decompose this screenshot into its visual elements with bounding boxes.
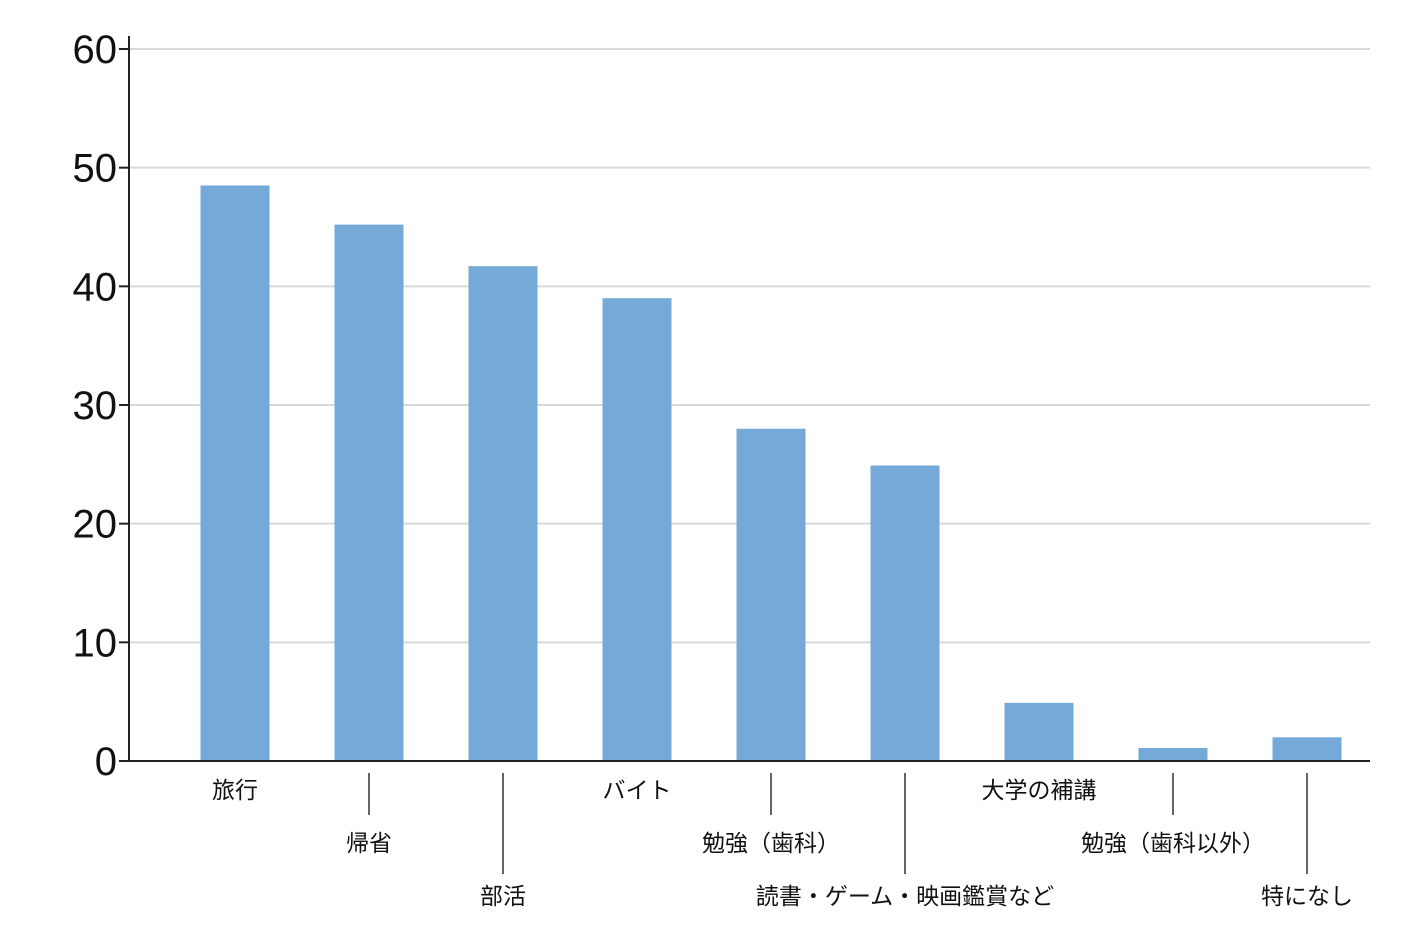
x-tick-label: 読書・ゲーム・映画鑑賞など [756,884,1054,910]
bar-layer [200,185,1342,762]
bar-1 [200,185,270,761]
axis-layer [128,36,1370,762]
y-tick-label: 0 [95,740,117,784]
bar-7 [1004,702,1074,761]
y-tick-layer: 0 10 20 30 40 50 60 [73,28,129,784]
x-tick-label: 大学の補講 [982,778,1097,804]
bar-3 [468,266,538,761]
x-tick-label: 勉強（歯科以外） [1081,831,1265,857]
bar-4 [602,298,672,761]
x-tick-label: 勉強（歯科） [702,831,840,857]
x-tick-label: 部活 [480,884,526,910]
y-tick-label: 50 [73,147,118,191]
bar-9 [1272,737,1342,761]
x-tick-label: 帰省 [346,831,392,857]
x-tick-label: 旅行 [212,778,258,804]
y-tick-label: 40 [73,265,118,309]
y-tick-label: 20 [73,503,118,547]
bar-6 [870,465,940,761]
y-tick-label: 10 [73,621,118,665]
x-tick-label: バイト [603,778,672,804]
bar-8 [1138,747,1208,761]
y-tick-label: 60 [73,28,118,72]
bar-2 [334,224,404,762]
y-tick-label: 30 [73,384,118,428]
x-tick-label: 特になし [1261,884,1353,910]
bar-5 [736,428,806,761]
